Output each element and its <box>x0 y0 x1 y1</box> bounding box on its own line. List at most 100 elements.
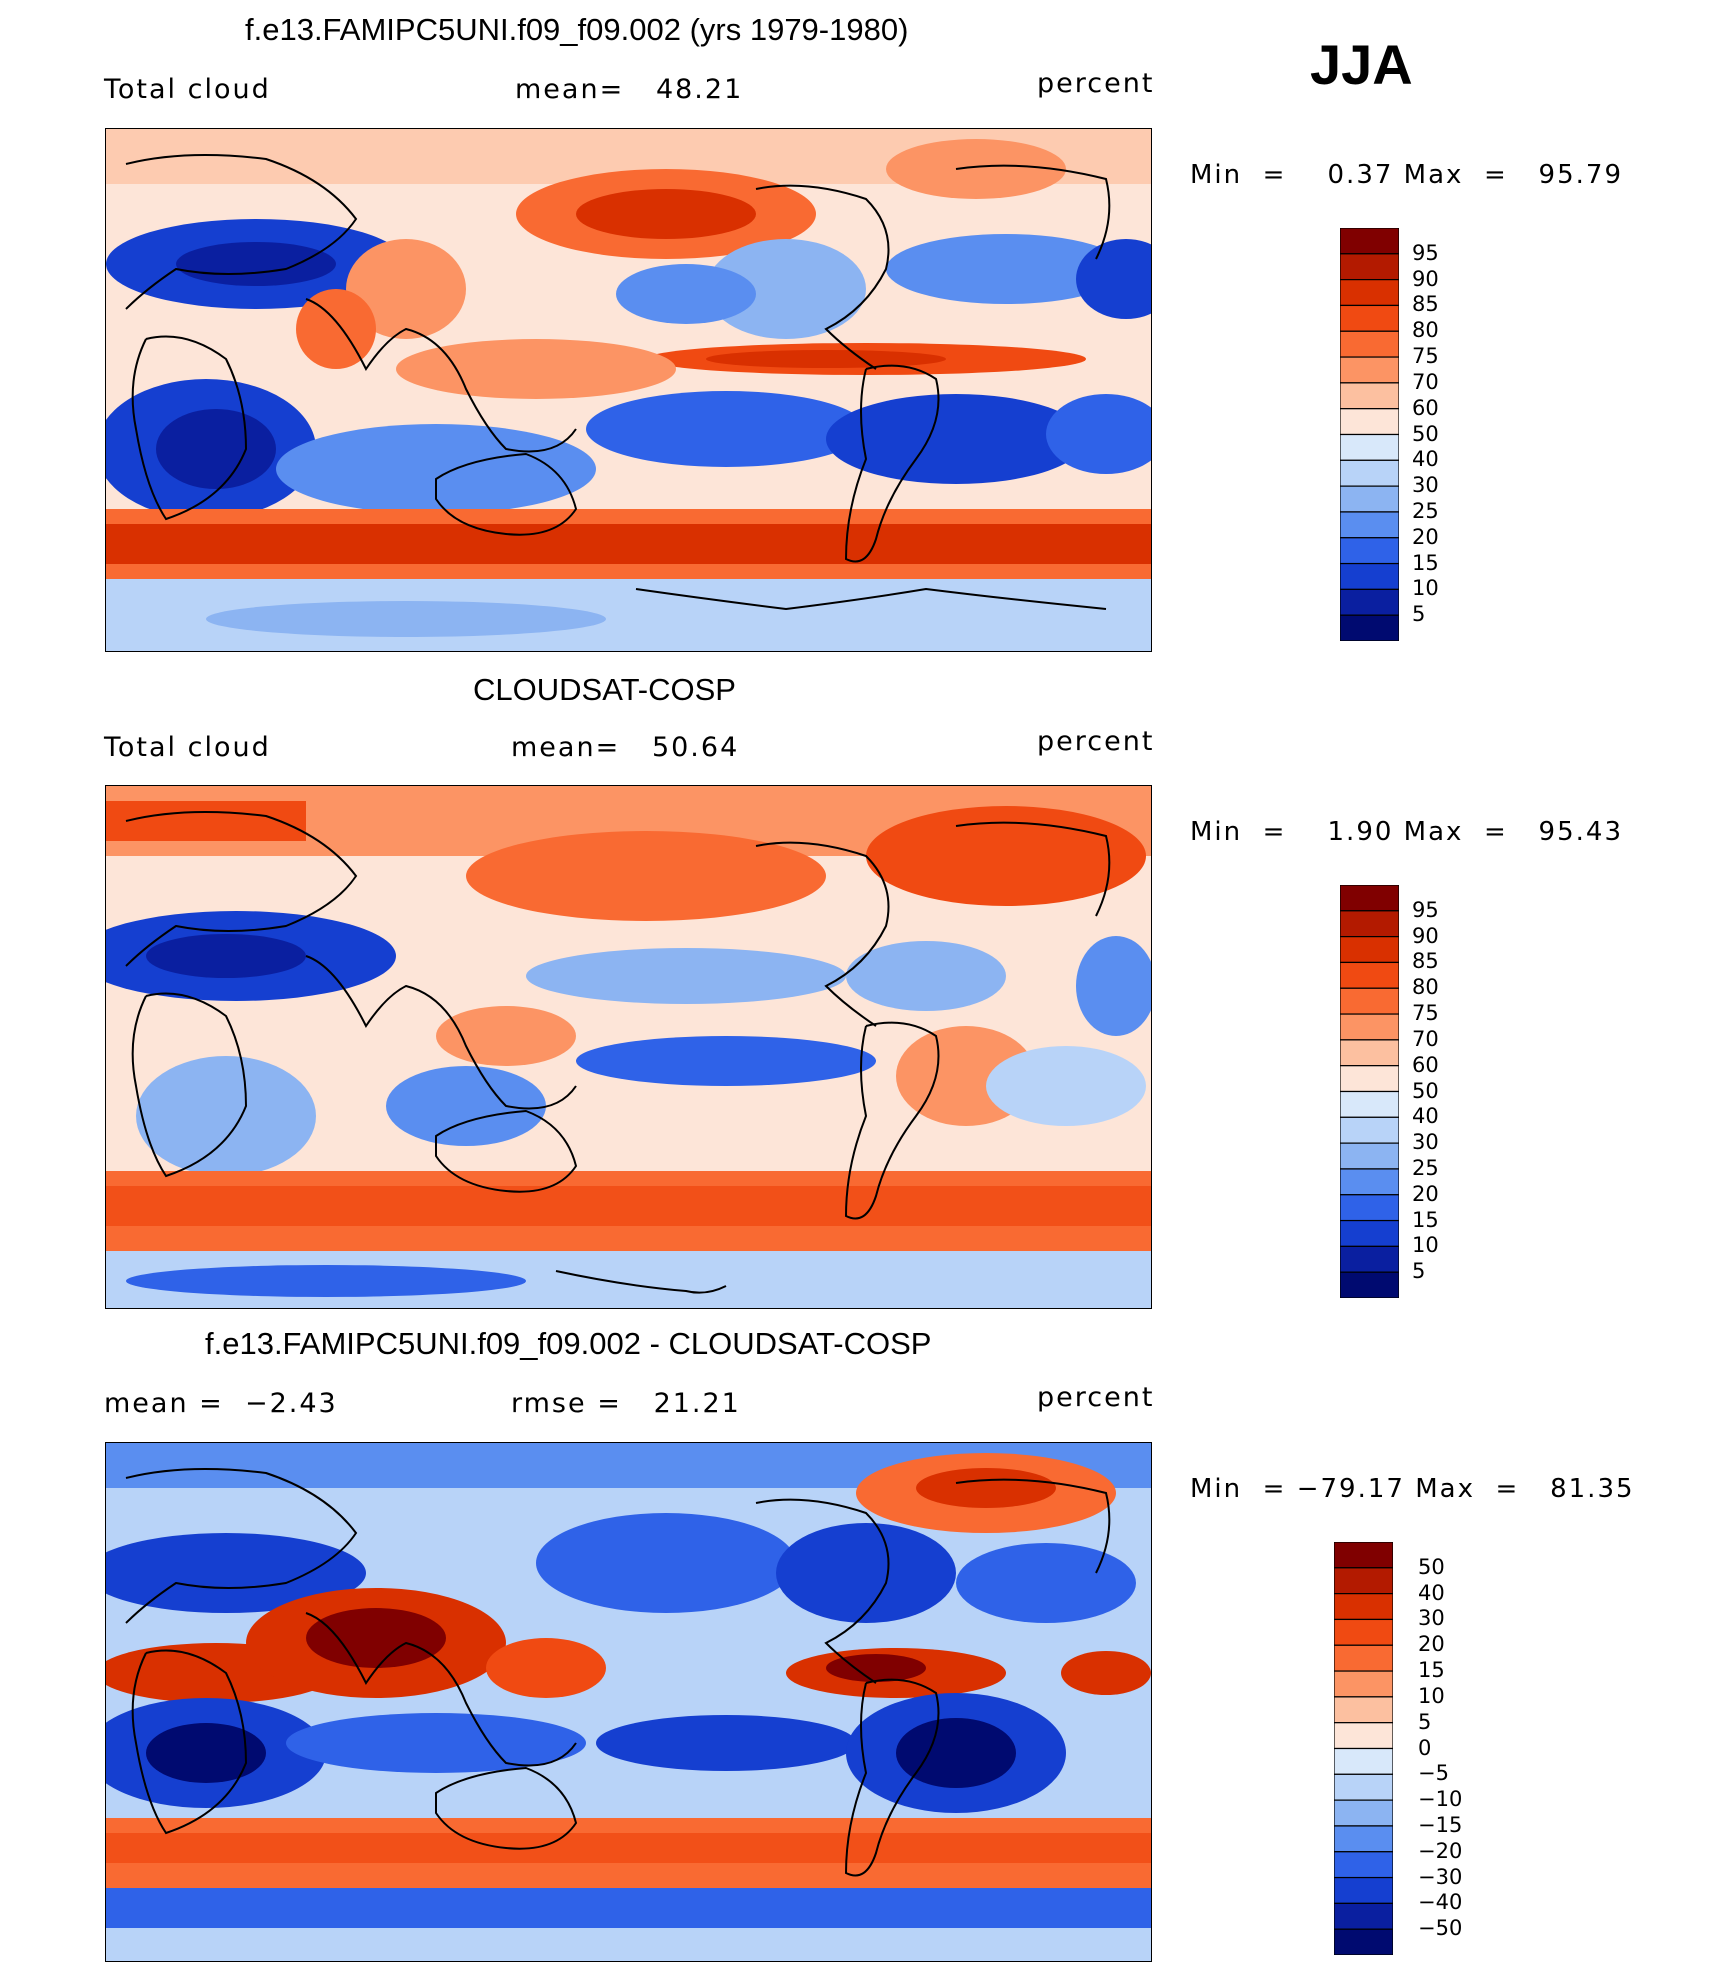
colorbar-tick-label: 15 <box>1418 1658 1445 1683</box>
panel-1-colorbar-svg <box>1339 227 1400 642</box>
panel-3-mean: mean = −2.43 <box>104 1388 338 1419</box>
colorbar-tick-label: 0 <box>1418 1735 1432 1760</box>
colorbar-swatch <box>1333 1567 1394 1595</box>
panel-1-colorbar <box>1339 227 1400 642</box>
panel-1-map <box>105 128 1152 652</box>
colorbar-tick-label: 25 <box>1412 498 1439 523</box>
colorbar-swatch <box>1339 1039 1400 1067</box>
panel-1-mean-value: 48.21 <box>655 74 744 105</box>
colorbar-tick-label: 10 <box>1418 1683 1445 1708</box>
colorbar-swatch <box>1339 961 1400 989</box>
colorbar-tick-label: 20 <box>1412 1181 1439 1206</box>
colorbar-swatch <box>1339 459 1400 487</box>
colorbar-swatch <box>1339 1065 1400 1093</box>
colorbar-tick-label: 60 <box>1412 395 1439 420</box>
panel-3-colorbar-svg <box>1333 1541 1394 1956</box>
panel-3-map <box>105 1442 1152 1962</box>
panel-2-max-label: Max <box>1403 817 1464 847</box>
colorbar-tick-label: 50 <box>1412 1078 1439 1103</box>
panel-3-min-value: −79.17 <box>1296 1474 1405 1504</box>
colorbar-swatch <box>1339 614 1400 642</box>
colorbar-swatch <box>1333 1644 1394 1672</box>
panel-3-max-value: 81.35 <box>1550 1474 1635 1504</box>
panel-3-rmse-value: 21.21 <box>653 1388 741 1419</box>
panel-2-title: CLOUDSAT-COSP <box>473 672 736 707</box>
colorbar-swatch <box>1339 1142 1400 1170</box>
colorbar-tick-label: 30 <box>1412 1130 1439 1155</box>
colorbar-tick-label: −50 <box>1418 1916 1463 1941</box>
panel-3-max-label: Max <box>1415 1474 1475 1504</box>
colorbar-tick-label: 40 <box>1418 1580 1445 1605</box>
colorbar-tick-label: 10 <box>1412 1233 1439 1258</box>
colorbar-swatch <box>1333 1747 1394 1775</box>
colorbar-swatch <box>1339 279 1400 307</box>
colorbar-swatch <box>1339 408 1400 436</box>
panel-2-min-label: Min <box>1190 817 1243 847</box>
colorbar-swatch <box>1339 356 1400 384</box>
colorbar-swatch <box>1339 330 1400 358</box>
colorbar-swatch <box>1333 1541 1394 1569</box>
colorbar-tick-label: 40 <box>1412 1104 1439 1129</box>
colorbar-tick-label: 50 <box>1418 1554 1445 1579</box>
colorbar-tick-label: −15 <box>1418 1812 1463 1837</box>
panel-1-mean: mean= 48.21 <box>515 74 743 105</box>
colorbar-tick-label: 15 <box>1412 550 1439 575</box>
colorbar-swatch <box>1339 1090 1400 1118</box>
colorbar-swatch <box>1339 588 1400 616</box>
colorbar-swatch <box>1339 253 1400 281</box>
panel-2-colorbar-svg <box>1339 884 1400 1299</box>
panel-1-max-label: Max <box>1403 160 1464 190</box>
colorbar-swatch <box>1339 987 1400 1015</box>
colorbar-tick-label: 15 <box>1412 1207 1439 1232</box>
colorbar-swatch <box>1333 1928 1394 1956</box>
colorbar-tick-label: 80 <box>1412 975 1439 1000</box>
colorbar-tick-label: 60 <box>1412 1052 1439 1077</box>
panel-3-min-label: Min <box>1190 1474 1243 1504</box>
colorbar-tick-label: −10 <box>1418 1787 1463 1812</box>
colorbar-swatch <box>1339 910 1400 938</box>
colorbar-tick-label: −30 <box>1418 1864 1463 1889</box>
panel-3-mean-label: mean = <box>104 1388 224 1419</box>
colorbar-swatch <box>1333 1851 1394 1879</box>
colorbar-swatch <box>1339 936 1400 964</box>
colorbar-swatch <box>1339 485 1400 513</box>
colorbar-tick-label: −20 <box>1418 1838 1463 1863</box>
panel-3-title: f.e13.FAMIPC5UNI.f09_f09.002 - CLOUDSAT-… <box>205 1326 932 1361</box>
colorbar-tick-label: 20 <box>1418 1632 1445 1657</box>
colorbar-tick-label: 95 <box>1412 240 1439 265</box>
panel-1-min-label: Min <box>1190 160 1243 190</box>
season-label: JJA <box>1310 33 1413 96</box>
colorbar-swatch <box>1333 1593 1394 1621</box>
colorbar-swatch <box>1339 1116 1400 1144</box>
colorbar-swatch <box>1339 511 1400 539</box>
panel-1-min-value: 0.37 <box>1327 160 1394 190</box>
panel-1-left-label: Total cloud <box>104 74 271 105</box>
panel-3-minmax: Min = −79.17 Max = 81.35 <box>1190 1474 1635 1504</box>
colorbar-swatch <box>1333 1773 1394 1801</box>
colorbar-tick-label: 75 <box>1412 344 1439 369</box>
colorbar-swatch <box>1333 1902 1394 1930</box>
panel-3-rmse: rmse = 21.21 <box>511 1388 741 1419</box>
colorbar-tick-label: 80 <box>1412 318 1439 343</box>
panel-2-units: percent <box>1037 726 1155 757</box>
panel-2-left-label: Total cloud <box>104 732 271 763</box>
colorbar-swatch <box>1333 1825 1394 1853</box>
colorbar-tick-label: 25 <box>1412 1155 1439 1180</box>
panel-1-title: f.e13.FAMIPC5UNI.f09_f09.002 (yrs 1979-1… <box>245 12 909 47</box>
colorbar-swatch <box>1339 1013 1400 1041</box>
colorbar-swatch <box>1333 1876 1394 1904</box>
colorbar-tick-label: 90 <box>1412 266 1439 291</box>
colorbar-swatch <box>1339 1245 1400 1273</box>
panel-3-map-svg <box>106 1443 1151 1961</box>
panel-2-mean-value: 50.64 <box>651 732 740 763</box>
colorbar-tick-label: −5 <box>1418 1761 1449 1786</box>
panel-3-units: percent <box>1037 1382 1155 1413</box>
panel-3-mean-value: −2.43 <box>244 1388 338 1419</box>
colorbar-swatch <box>1333 1799 1394 1827</box>
colorbar-tick-label: 5 <box>1412 1259 1426 1284</box>
colorbar-swatch <box>1333 1696 1394 1724</box>
colorbar-swatch <box>1339 884 1400 912</box>
colorbar-tick-label: 10 <box>1412 576 1439 601</box>
panel-2-min-value: 1.90 <box>1327 817 1394 847</box>
colorbar-swatch <box>1339 304 1400 332</box>
